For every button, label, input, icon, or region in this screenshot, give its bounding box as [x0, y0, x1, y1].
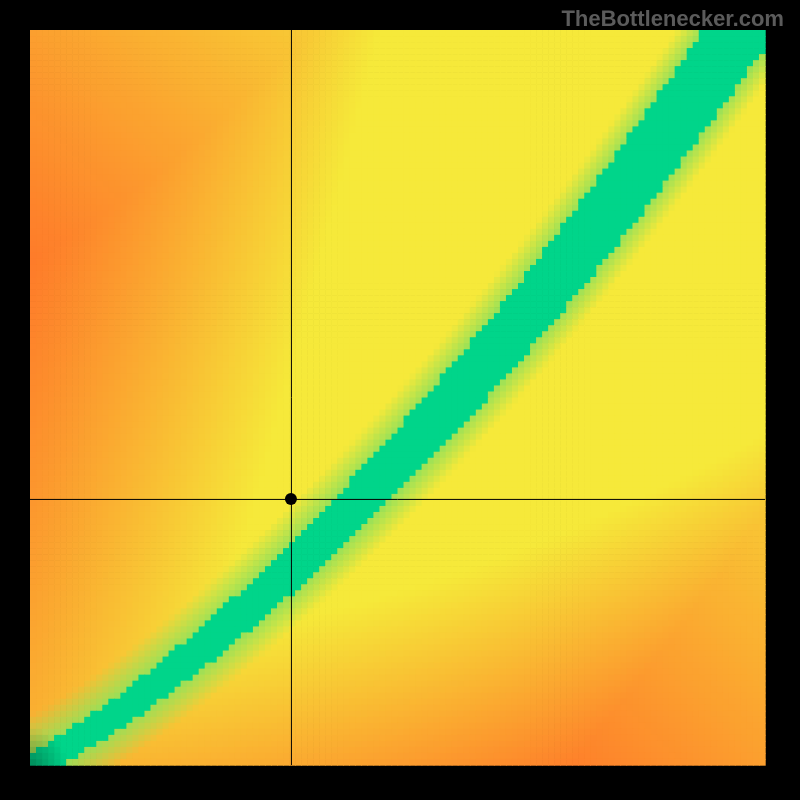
chart-container: TheBottlenecker.com — [0, 0, 800, 800]
bottleneck-heatmap — [0, 0, 800, 800]
watermark-text: TheBottlenecker.com — [561, 6, 784, 32]
